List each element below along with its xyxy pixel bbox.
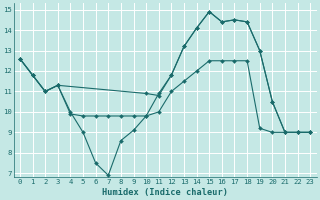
- X-axis label: Humidex (Indice chaleur): Humidex (Indice chaleur): [102, 188, 228, 197]
